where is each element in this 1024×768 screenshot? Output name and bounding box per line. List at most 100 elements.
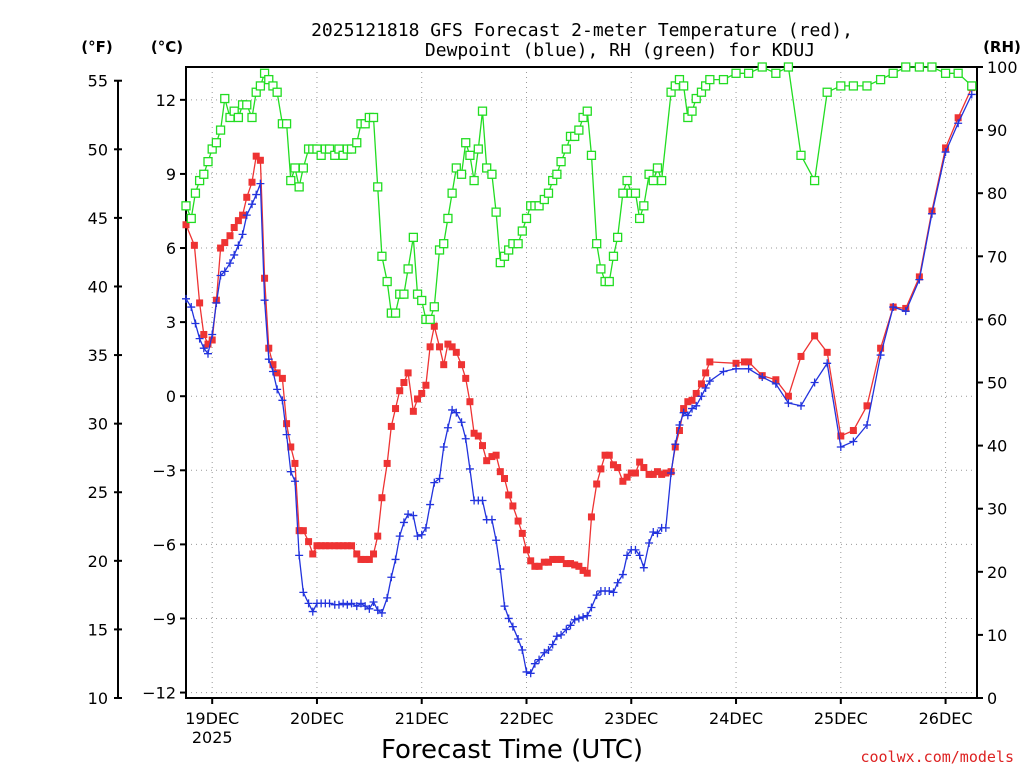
dewpoint-point-100 [618, 570, 627, 579]
rh-point-77 [517, 226, 527, 236]
rh-point-23 [281, 119, 292, 129]
rh-point-104 [634, 213, 645, 224]
temperature-point-16 [256, 156, 264, 164]
dewpoint-point-29 [308, 607, 317, 616]
dewpoint-point-118 [697, 392, 706, 401]
temperature-point-132 [877, 344, 885, 352]
dewpoint-point-122 [732, 364, 741, 373]
celsius-tick-label-8: 12 [156, 91, 176, 110]
fahrenheit-tick-label-3: 25 [88, 483, 108, 502]
temperature-point-89 [575, 562, 583, 570]
temperature-point-124 [772, 376, 780, 384]
dewpoint-point-7 [212, 298, 221, 307]
dewpoint-point-104 [635, 551, 644, 560]
temperature-point-90 [579, 566, 587, 574]
dewpoint-point-62 [452, 408, 461, 417]
dewpoint-point-119 [701, 383, 710, 392]
dewpoint-point-121 [719, 367, 728, 376]
rh-point-81 [534, 201, 544, 211]
temperature-point-44 [378, 494, 386, 502]
dewpoint-point-126 [784, 399, 793, 408]
dewpoint-point-97 [605, 587, 614, 596]
dewpoint-series [182, 90, 976, 678]
dewpoint-point-123 [744, 364, 753, 373]
temperature-point-33 [331, 542, 339, 550]
dewpoint-point-110 [661, 523, 670, 532]
dewpoint-point-80 [530, 659, 539, 668]
rh-point-109 [656, 175, 667, 186]
dewpoint-point-33 [325, 599, 334, 608]
rh-point-108 [652, 163, 663, 173]
rh-point-69 [482, 163, 492, 173]
rh-point-137 [940, 68, 951, 78]
dewpoint-point-106 [645, 538, 654, 547]
dewpoint-point-43 [369, 597, 378, 606]
rh-point-63 [456, 169, 467, 179]
dewpoint-point-57 [430, 478, 439, 487]
celsius-tick-label-1: −9 [152, 609, 176, 628]
fahrenheit-tick-label-7: 45 [88, 209, 108, 228]
temperature-point-60 [448, 343, 456, 351]
dewpoint-point-12 [234, 241, 243, 250]
rh-point-25 [290, 163, 300, 173]
rh-point-65 [465, 150, 475, 160]
rh-point-122 [743, 68, 754, 78]
temperature-point-77 [522, 546, 530, 554]
rh-point-64 [461, 138, 471, 148]
celsius-tick-label-7: 9 [166, 165, 176, 184]
dewpoint-point-98 [609, 588, 618, 597]
temperature-point-34 [335, 542, 343, 550]
rh-tick-label-8: 80 [987, 184, 1007, 203]
temperature-point-103 [636, 458, 644, 466]
dewpoint-point-70 [487, 515, 496, 524]
temperature-point-115 [688, 396, 696, 404]
rh-point-131 [862, 81, 872, 91]
dewpoint-point-24 [286, 467, 295, 476]
rh-tick-label-7: 70 [987, 247, 1007, 266]
temperature-point-9 [226, 232, 234, 240]
dewpoint-point-132 [862, 421, 871, 430]
temperature-point-80 [535, 562, 543, 570]
dewpoint-point-39 [352, 602, 361, 611]
dewpoint-point-41 [361, 602, 370, 611]
temperature-point-11 [234, 217, 242, 225]
temperature-point-51 [409, 407, 417, 415]
dewpoint-point-45 [377, 608, 386, 617]
dewpoint-point-2 [191, 319, 200, 328]
rh-point-17 [255, 81, 266, 91]
dewpoint-point-4 [199, 344, 208, 353]
dewpoint-point-84 [548, 640, 557, 649]
rh-line [185, 66, 973, 321]
temperature-point-71 [496, 468, 504, 476]
temperature-point-45 [383, 459, 391, 467]
dewpoint-point-35 [334, 600, 343, 609]
temperature-point-4 [204, 340, 212, 348]
temperature-point-114 [684, 398, 692, 406]
rh-point-66 [469, 175, 479, 186]
fahrenheit-axis-label: (°F) [81, 38, 112, 56]
dewpoint-point-138 [941, 148, 950, 157]
dewpoint-point-107 [649, 528, 658, 537]
rh-point-1 [186, 213, 196, 224]
fahrenheit-tick-label-9: 55 [88, 72, 108, 91]
temperature-point-26 [299, 527, 307, 535]
x-tick-label-0: 19DEC [185, 709, 239, 728]
dewpoint-point-71 [492, 536, 501, 545]
temperature-point-76 [518, 529, 526, 537]
dewpoint-point-21 [273, 385, 282, 394]
fahrenheit-tick-label-2: 20 [88, 552, 108, 571]
dewpoint-point-55 [421, 523, 430, 532]
temperature-point-67 [478, 442, 486, 450]
temperature-point-1 [190, 241, 198, 249]
dewpoint-point-128 [810, 378, 819, 387]
temperature-point-10 [230, 223, 238, 231]
rh-point-127 [809, 175, 820, 186]
rh-point-0 [181, 201, 191, 211]
dewpoint-point-25 [290, 477, 299, 486]
temperature-point-29 [313, 542, 321, 550]
dewpoint-point-18 [260, 296, 269, 305]
rh-point-107 [648, 175, 658, 186]
dewpoint-point-37 [343, 600, 352, 609]
fahrenheit-tick-label-8: 50 [88, 140, 108, 159]
rh-point-130 [848, 81, 859, 91]
